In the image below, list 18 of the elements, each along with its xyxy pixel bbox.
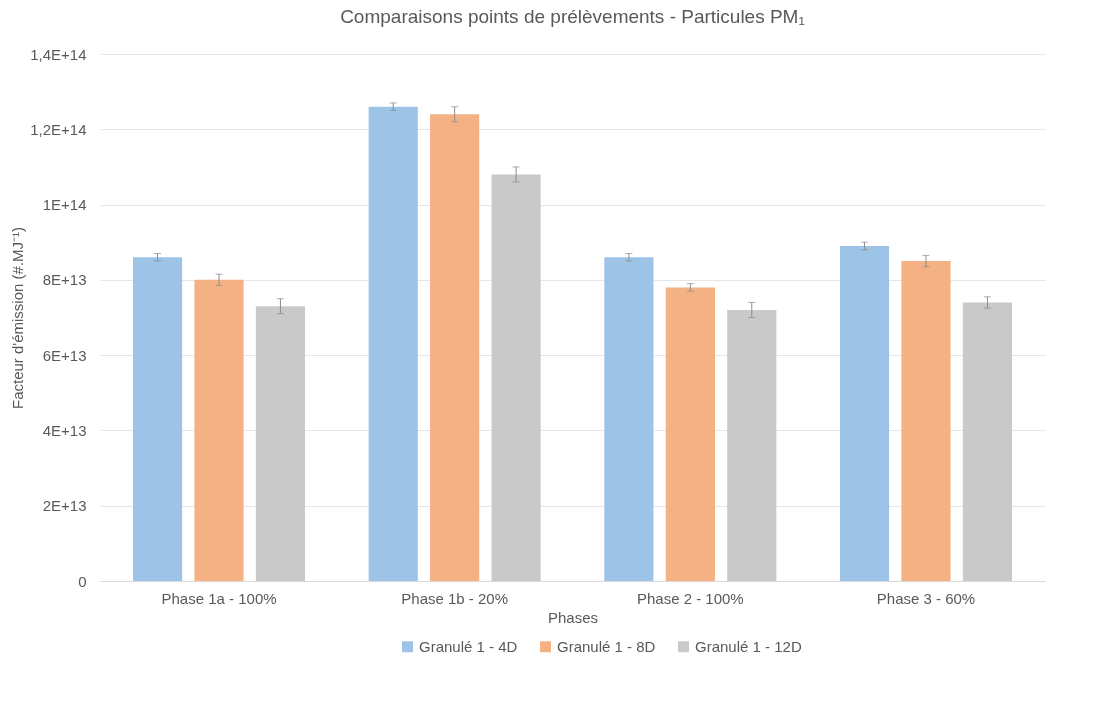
x-tick-label: Phase 3 - 60% (876, 589, 976, 607)
x-tick-label: Phase 2 - 100% (636, 589, 744, 607)
x-tick-label: Phase 1a - 100% (161, 589, 277, 607)
y-tick-label: 1E+14 (42, 196, 87, 214)
y-tick-label: 4E+13 (42, 421, 87, 439)
y-axis-title: Facteur d'émission (#.MJ⁻¹) (9, 226, 27, 410)
y-tick-label: 0 (78, 572, 87, 590)
x-tick-label: Phase 1b - 20% (401, 589, 509, 607)
legend-label: Granulé 1 - 8D (557, 637, 656, 655)
y-tick-label: 6E+13 (42, 346, 87, 364)
x-axis-title: Phases (547, 608, 599, 626)
y-tick-label: 2E+13 (42, 497, 87, 515)
legend-label: Granulé 1 - 12D (695, 637, 802, 655)
chart-title: Comparaisons points de prélèvements - Particules PM₁ (340, 6, 805, 27)
y-tick-label: 1,2E+14 (30, 120, 87, 138)
y-tick-label: 8E+13 (42, 271, 87, 289)
y-tick-label: 1,4E+14 (30, 45, 87, 63)
legend-label: Granulé 1 - 4D (419, 637, 518, 655)
